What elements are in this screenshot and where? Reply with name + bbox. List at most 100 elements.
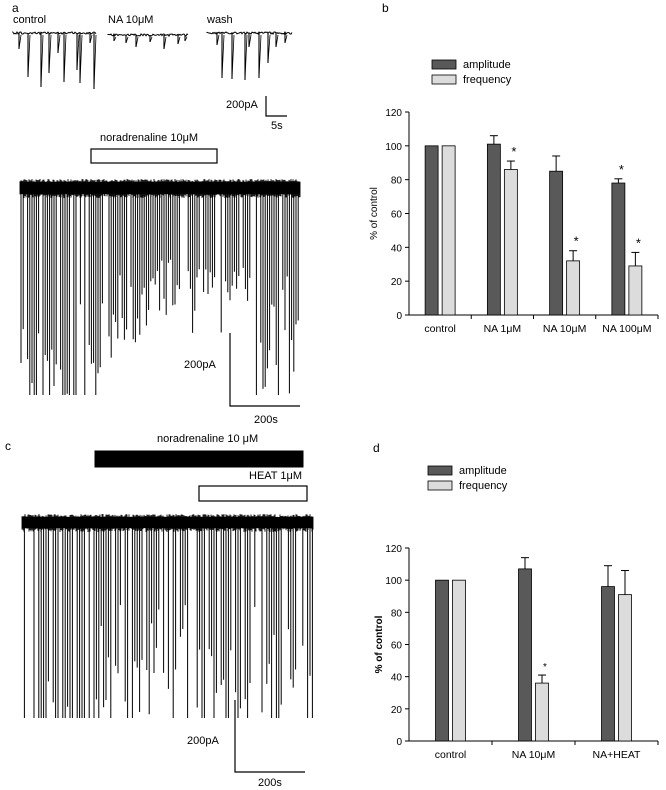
legend-swatch-frequency — [427, 480, 453, 491]
y-tick-label: 80 — [391, 608, 403, 619]
legend-label-frequency: frequency — [463, 74, 512, 86]
y-tick-label: 20 — [391, 277, 403, 288]
scale-bar-top: 200pA 5s — [226, 96, 287, 132]
chart-d: 0 20 40 60 80 100 120 % of control control NA 10μ… — [374, 465, 659, 761]
trace-decay — [48, 34, 52, 74]
trace-decay — [248, 34, 252, 48]
trace-decay — [221, 34, 225, 79]
bar-frequency — [441, 145, 456, 316]
trace-decay — [149, 36, 153, 43]
trace-decay — [63, 34, 67, 83]
scale-bottom-y-label: 200pA — [184, 359, 216, 371]
panel-b: b 0 20 40 60 80 100 120 % of control control NA 1… — [369, 1, 659, 335]
x-tick-label: NA 10μM — [512, 749, 555, 761]
bar-amplitude — [486, 143, 501, 316]
bar-amplitude — [611, 182, 626, 316]
trace-decay — [89, 34, 93, 44]
heat-bar — [198, 485, 308, 502]
y-tick-label: 60 — [391, 641, 403, 652]
trace-control — [12, 30, 97, 90]
y-tick-label: 0 — [396, 311, 402, 322]
trace-wash — [206, 31, 293, 81]
panel-d-letter: d — [373, 441, 380, 455]
legend-swatch-amplitude — [431, 59, 457, 70]
x-tick-label: control — [435, 749, 467, 761]
legend-swatch-frequency — [431, 74, 457, 85]
trace-baseline — [107, 33, 189, 38]
trace-decay — [79, 34, 83, 84]
panel-c: c noradrenaline 10 μM HEAT 1μM 200pA 200… — [5, 433, 314, 789]
trace-label-na: NA 10μM — [108, 14, 153, 26]
trace-decay — [258, 34, 262, 79]
x-tick-label: NA+HEAT — [593, 749, 642, 761]
significance-mark: * — [511, 144, 516, 159]
y-axis-label: % of control — [369, 187, 380, 240]
y-tick-label: 120 — [385, 544, 402, 555]
trace-decay — [27, 34, 31, 78]
chart-b: 0 20 40 60 80 100 120 % of control control NA 1μM… — [369, 59, 659, 335]
x-tick-label: NA 10μM — [543, 323, 586, 335]
significance-mark: * — [574, 234, 579, 249]
y-tick-label: 60 — [391, 210, 403, 221]
y-tick-label: 100 — [385, 576, 402, 587]
trace-decay — [216, 34, 220, 46]
significance-mark: * — [619, 162, 624, 177]
legend-label-amplitude: amplitude — [459, 465, 507, 477]
trace-decay — [93, 34, 97, 90]
x-tick-label: control — [424, 323, 456, 335]
y-tick-label: 120 — [385, 108, 402, 119]
trace-decay — [267, 34, 271, 64]
trace-label-control: control — [13, 14, 46, 26]
noradrenaline-label: noradrenaline 10μM — [100, 132, 198, 144]
bar-amplitude — [518, 568, 532, 742]
y-tick-label: 40 — [391, 673, 403, 684]
significance-mark: * — [636, 235, 641, 250]
legend-swatch-amplitude — [427, 465, 453, 476]
panel-b-letter: b — [382, 1, 389, 15]
panel-a: a control NA 10μM wash 200pA 5s noradren… — [12, 1, 301, 426]
noradrenaline-label-c: noradrenaline 10 μM — [157, 433, 258, 445]
trace-na — [107, 33, 189, 50]
y-axis-label: % of control — [374, 615, 385, 673]
bar-frequency — [618, 594, 632, 742]
noradrenaline-bar-c — [94, 450, 304, 468]
y-tick-label: 20 — [391, 705, 403, 716]
y-tick-label: 40 — [391, 243, 403, 254]
trace-baseline — [12, 30, 97, 36]
x-tick-label: NA 1μM — [484, 323, 522, 335]
y-tick-label: 0 — [396, 737, 402, 748]
heat-label: HEAT 1μM — [249, 470, 302, 482]
trace-noise — [19, 179, 301, 198]
trace-decay — [177, 36, 181, 45]
trace-decay — [135, 36, 139, 48]
trace-decay — [275, 34, 279, 48]
scale-c-x-label: 200s — [258, 777, 282, 789]
trace-decay — [113, 36, 117, 42]
bar-frequency — [535, 682, 549, 742]
trace-noise — [21, 514, 314, 532]
scale-bar-bottom: 200pA 200s — [184, 333, 300, 426]
trace-decay — [76, 34, 80, 71]
legend-label-frequency: frequency — [459, 480, 508, 492]
trace-long-a — [19, 179, 301, 395]
trace-decay — [57, 34, 61, 54]
trace-label-wash: wash — [206, 14, 233, 26]
panel-c-letter: c — [5, 439, 11, 453]
y-tick-label: 80 — [391, 176, 403, 187]
trace-decay — [231, 34, 235, 80]
significance-mark: * — [543, 662, 547, 673]
panel-d: d 0 20 40 60 80 100 120 % of control control NA 1… — [373, 441, 659, 761]
scale-bottom-x-label: 200s — [254, 414, 278, 426]
trace-decay — [18, 34, 22, 50]
scale-bar-c: 200pA 200s — [187, 700, 305, 789]
x-tick-label: NA 100μM — [602, 323, 651, 335]
scale-top-x-label: 5s — [271, 120, 283, 132]
bar-frequency — [503, 169, 518, 316]
bar-frequency — [566, 260, 581, 316]
trace-decay — [284, 34, 288, 44]
trace-baseline — [206, 31, 293, 36]
bar-amplitude — [424, 145, 439, 316]
trace-decay — [163, 36, 167, 50]
trace-long-c — [21, 514, 314, 718]
